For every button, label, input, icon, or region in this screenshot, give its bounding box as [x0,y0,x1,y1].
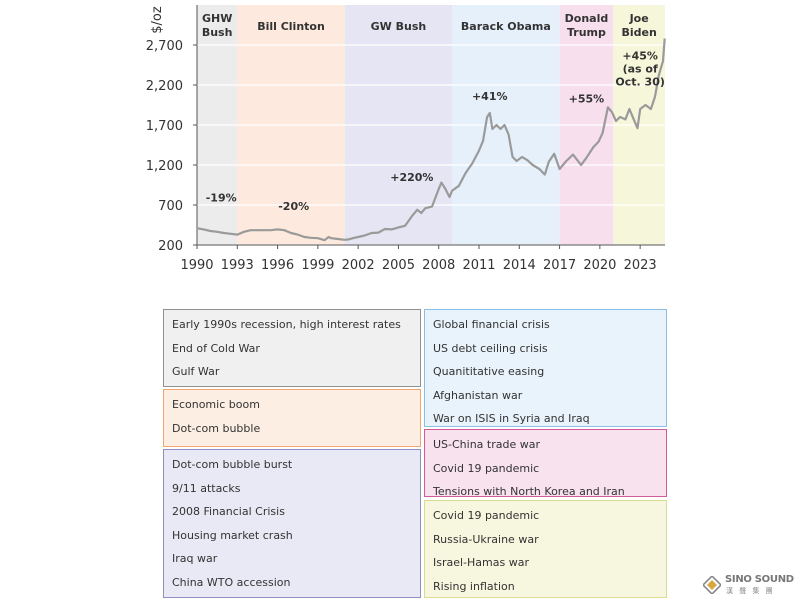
x-tick-label: 2008 [422,258,455,273]
change-annotation: -20% [278,200,309,213]
y-tick-label: 1,700 [146,119,183,134]
presidency-label: Donald [565,12,609,25]
x-tick-label: 1990 [180,258,213,273]
presidency-label: GW Bush [371,20,427,33]
y-tick-label: 700 [158,199,183,214]
change-annotation: -19% [206,191,237,204]
presidency-label: Bush [202,26,233,39]
change-annotation: (as of [623,62,658,75]
y-tick-label: 2,700 [146,39,183,54]
y-tick-label: 1,200 [146,159,183,174]
events-gw-bush: Dot-com bubble burst 9/11 attacks 2008 F… [163,449,421,598]
change-annotation: +55% [569,93,605,106]
x-tick-label: 2014 [503,258,536,273]
event-item: Russia-Ukraine war [433,532,539,546]
change-annotation: +41% [472,90,508,103]
x-tick-label: 1999 [301,258,334,273]
x-tick-label: 2017 [543,258,576,273]
y-tick-label: 200 [158,239,183,254]
event-item: Economic boom [172,398,260,411]
x-tick-label: 2023 [624,258,657,273]
event-item: End of Cold War [172,341,260,355]
events-ghw-bush: Early 1990s recession, high interest rat… [163,309,421,387]
x-tick-label: 2002 [342,258,375,273]
events-bill-clinton: Economic boom Dot-com bubble [163,389,421,447]
x-tick-label: 1993 [221,258,254,273]
change-annotation: Oct. 30) [615,75,664,88]
change-annotation: +45% [622,49,658,62]
event-item: US debt ceiling crisis [433,341,548,355]
x-tick-label: 2011 [462,258,495,273]
change-annotation: +220% [390,171,433,184]
x-tick-label: 2005 [382,258,415,273]
event-item: Tensions with North Korea and Iran [433,485,625,498]
presidency-label: GHW [202,12,232,25]
x-tick-label: 2020 [583,258,616,273]
event-item: Afghanistan war [433,388,523,402]
y-axis-label: $/oz [150,6,165,34]
event-item: Covid 19 pandemic [433,461,540,475]
event-item: Israel-Hamas war [433,556,529,569]
event-item: Covid 19 pandemic [433,509,540,522]
logo-diamond-icon [703,576,721,594]
event-item: Gulf War [172,365,220,378]
gold-price-chart: 200 700 1,200 1,700 2,200 2,700 1990 1993 1996 19… [146,5,666,273]
gold-price-line [196,38,666,242]
event-item: War on ISIS in Syria and Iraq [433,412,590,425]
event-item: Early 1990s recession, high interest rat… [172,318,401,331]
presidency-label: Biden [621,26,656,39]
presidency-label: Barack Obama [461,20,551,33]
events-joe-biden: Covid 19 pandemic Russia-Ukraine war Isr… [424,500,667,598]
presidency-label: Bill Clinton [257,20,325,33]
logo-name: SINO SOUND [725,574,794,585]
event-item: US-China trade war [433,438,541,451]
event-item: 9/11 attacks [172,481,241,495]
event-item: Dot-com bubble [172,421,261,435]
presidency-label: Joe [629,12,649,25]
y-tick-label: 2,200 [146,79,183,94]
event-item: Rising inflation [433,579,515,593]
event-item: Housing market crash [172,528,293,542]
sino-sound-watermark: SINO SOUND 漢 聲 集 團 [703,572,795,598]
event-item: China WTO accession [172,575,291,589]
presidency-label: Trump [567,26,606,39]
event-item: Iraq war [172,552,218,565]
events-donald-trump: US-China trade war Covid 19 pandemic Ten… [424,429,667,498]
event-item: 2008 Financial Crisis [172,505,285,518]
x-tick-label: 1996 [261,258,294,273]
event-item: Dot-com bubble burst [172,458,293,471]
event-item: Quanititative easing [433,365,545,378]
logo-subtitle: 漢 聲 集 團 [726,587,775,595]
event-item: Global financial crisis [433,318,550,331]
events-barack-obama: Global financial crisis US debt ceiling … [424,309,667,427]
